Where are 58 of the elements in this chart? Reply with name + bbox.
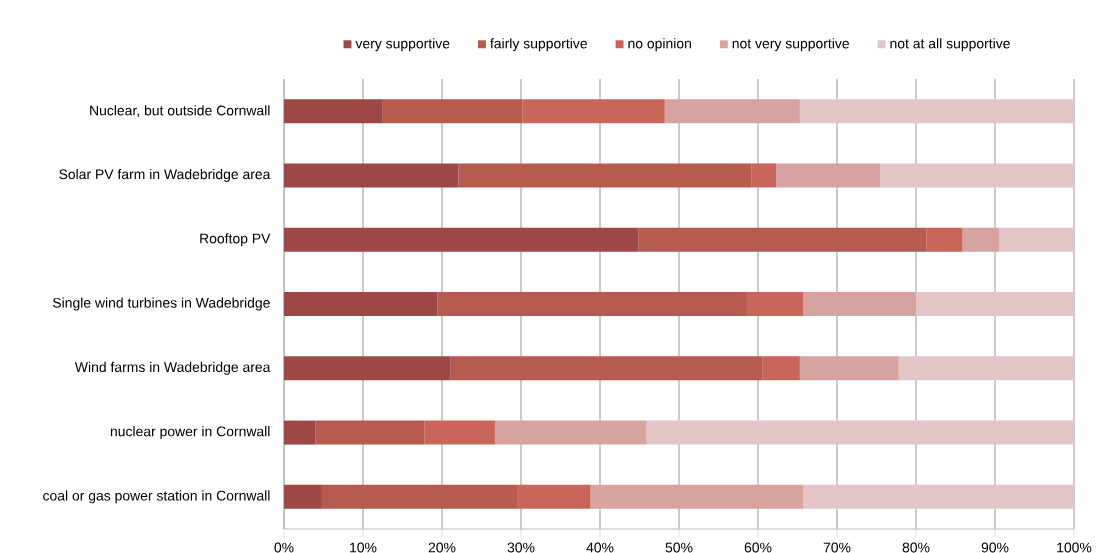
bar [803, 292, 917, 316]
y-tick-label: Nuclear, but outside Cornwall [90, 105, 270, 118]
x-tick-label: 0% [274, 542, 294, 553]
bar [803, 484, 1075, 509]
legend-label: not very supportive [732, 38, 849, 52]
bar [424, 420, 495, 445]
bar [522, 99, 665, 124]
y-tick-label: Solar PV farm in Wadebridge area [59, 168, 271, 182]
y-tick-label: Wind farms in Wadebridge area [74, 361, 271, 375]
bar [284, 420, 316, 445]
bar [746, 292, 804, 316]
bar [382, 99, 523, 124]
x-tick-label: 30% [507, 542, 535, 553]
bar [321, 484, 518, 509]
bar [284, 292, 438, 316]
bar [437, 292, 747, 316]
bar [450, 356, 763, 381]
y-tick-label: coal or gas power station in Cornwall [43, 490, 270, 504]
x-tick-label: 70% [823, 542, 851, 553]
bar [284, 227, 639, 252]
bar [998, 227, 1075, 252]
x-tick-label: 80% [902, 542, 930, 553]
bar [898, 356, 1075, 381]
bar [926, 227, 963, 252]
bar [517, 484, 591, 509]
bar [315, 420, 425, 445]
legend-label: fairly supportive [490, 38, 587, 52]
x-tick-label: 90% [981, 542, 1009, 553]
bar [880, 163, 1075, 188]
x-tick-label: 20% [428, 542, 456, 553]
y-tick-label: Single wind turbines in Wadebridge [52, 297, 270, 311]
legend-label: very supportive [355, 38, 450, 52]
bar [458, 163, 752, 188]
bar [776, 163, 881, 188]
y-tick-label: nuclear power in Cornwall [110, 426, 270, 440]
bar [762, 356, 800, 381]
bar [284, 484, 322, 509]
bar [664, 99, 800, 124]
bar [962, 227, 999, 252]
legend-label: no opinion [628, 38, 691, 52]
x-tick-label: 100% [1057, 542, 1092, 553]
x-tick-label: 10% [350, 542, 377, 553]
bar [799, 356, 899, 381]
y-tick-label: Rooftop PV [200, 233, 271, 247]
legend-label: not at all supportive [890, 38, 1010, 52]
bar [590, 484, 804, 509]
bar [284, 356, 451, 381]
x-tick-label: 40% [586, 542, 614, 553]
x-tick-label: 50% [665, 542, 693, 553]
bar [799, 99, 1075, 124]
bar [494, 420, 647, 445]
bar [284, 163, 459, 188]
bar [638, 227, 927, 252]
bar [284, 99, 383, 124]
bar [916, 292, 1075, 316]
x-tick-label: 60% [744, 542, 772, 553]
bar [751, 163, 777, 188]
bar [646, 420, 1075, 445]
